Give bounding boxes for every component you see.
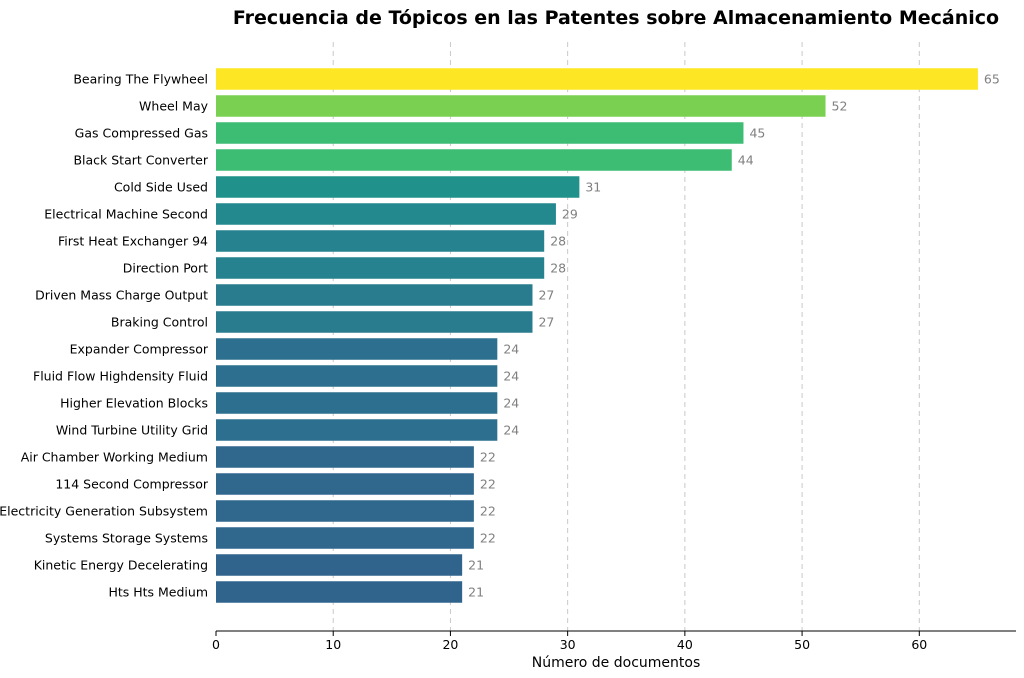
category-label: 114 Second Compressor	[55, 477, 209, 492]
category-label: Gas Compressed Gas	[75, 126, 208, 141]
category-label: Bearing The Flywheel	[73, 72, 208, 87]
value-label: 24	[503, 423, 519, 438]
category-label: Air Chamber Working Medium	[21, 450, 208, 465]
chart-title: Frecuencia de Tópicos en las Patentes so…	[233, 7, 999, 29]
value-label: 65	[984, 72, 1000, 87]
category-label: Kinetic Energy Decelerating	[34, 558, 208, 573]
value-label: 31	[585, 180, 601, 195]
category-label: Wheel May	[139, 99, 209, 114]
category-label: Electrical Machine Second	[44, 207, 208, 222]
x-tick-label: 10	[325, 637, 341, 652]
value-label: 45	[749, 126, 765, 141]
bar	[216, 554, 463, 576]
bar	[216, 68, 978, 90]
bar	[216, 392, 498, 414]
bar	[216, 473, 474, 495]
x-tick-label: 20	[442, 637, 458, 652]
value-label: 28	[550, 234, 566, 249]
category-label: First Heat Exchanger 94	[58, 234, 208, 249]
bar	[216, 122, 744, 144]
bar	[216, 95, 826, 117]
category-label: Hts Hts Medium	[108, 585, 208, 600]
category-label: Direction Port	[123, 261, 208, 276]
bar	[216, 176, 580, 198]
bar	[216, 581, 463, 603]
bar	[216, 149, 732, 171]
x-tick-label: 40	[677, 637, 693, 652]
value-label: 22	[480, 450, 496, 465]
x-tick-label: 30	[560, 637, 576, 652]
bar	[216, 338, 498, 360]
value-label: 27	[538, 288, 554, 303]
bars	[216, 68, 978, 603]
x-axis-label: Número de documentos	[532, 655, 701, 671]
bar	[216, 527, 474, 549]
value-label: 22	[480, 531, 496, 546]
category-labels: Bearing The Flywheel Wheel May Gas Compres…	[0, 72, 209, 600]
value-label: 21	[468, 585, 484, 600]
value-label: 22	[480, 477, 496, 492]
value-label: 24	[503, 396, 519, 411]
x-ticks: 0 10 20 30 40 50 60	[212, 631, 927, 652]
bar	[216, 446, 474, 468]
x-tick-label: 60	[911, 637, 927, 652]
value-label: 21	[468, 558, 484, 573]
value-label: 24	[503, 342, 519, 357]
category-label: Driven Mass Charge Output	[35, 288, 208, 303]
category-label: Expander Compressor	[70, 342, 209, 357]
category-label: Higher Elevation Blocks	[60, 396, 208, 411]
bar	[216, 419, 498, 441]
x-tick-label: 0	[212, 637, 220, 652]
category-label: Wind Turbine Utility Grid	[56, 423, 208, 438]
category-label: Cold Side Used	[114, 180, 208, 195]
value-label: 24	[503, 369, 519, 384]
bar	[216, 203, 556, 225]
category-label: Systems Storage Systems	[45, 531, 208, 546]
value-label: 52	[832, 99, 848, 114]
category-label: Electricity Generation Subsystem	[0, 504, 208, 519]
value-labels: 65 52 45 44 31 29 28 28 27 27 24 24 24 24 22 22 22 22 21 21	[468, 72, 1000, 600]
value-label: 28	[550, 261, 566, 276]
bar	[216, 257, 545, 279]
bar	[216, 230, 545, 252]
value-label: 44	[738, 153, 754, 168]
bar	[216, 311, 533, 333]
category-label: Fluid Flow Highdensity Fluid	[33, 369, 208, 384]
bar	[216, 365, 498, 387]
value-label: 27	[538, 315, 554, 330]
category-label: Braking Control	[111, 315, 208, 330]
x-tick-label: 50	[794, 637, 810, 652]
value-label: 22	[480, 504, 496, 519]
bar	[216, 500, 474, 522]
value-label: 29	[562, 207, 578, 222]
category-label: Black Start Converter	[73, 153, 208, 168]
bar	[216, 284, 533, 306]
